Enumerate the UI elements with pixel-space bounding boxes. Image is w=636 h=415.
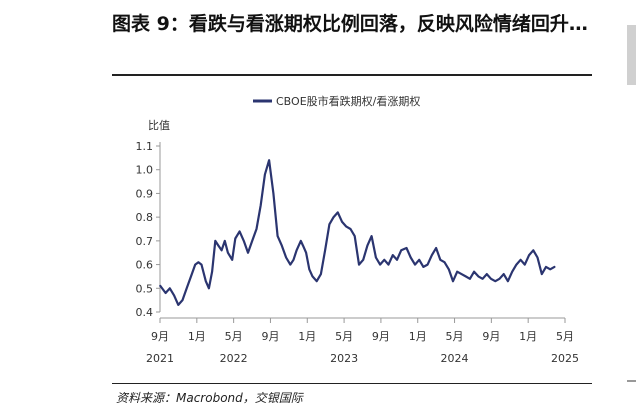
x-tick-year-label: 2022 [220,352,248,365]
x-tick-month-label: 5月 [335,330,353,343]
y-tick-label: 0.8 [136,211,154,224]
adjacent-panel-rule [627,380,636,382]
y-tick-label: 0.9 [136,187,154,200]
y-tick-label: 0.6 [136,259,154,272]
x-tick-month-label: 9月 [261,330,279,343]
title-rule [112,74,592,76]
x-axis: 9月 2021 1月 5月 2022 9月 1月 5月 2023 9月 1月 5月 2024 9月 1月 5月… [146,317,579,365]
y-tick-label: 0.5 [136,282,154,295]
x-tick-month-label: 9月 [482,330,500,343]
x-tick-month-label: 1月 [298,330,316,343]
x-tick-month-label: 5月 [556,330,574,343]
chart-legend: CBOE股市看跌期权/看涨期权 [253,94,420,108]
x-tick-year-label: 2021 [146,352,174,365]
x-tick-month-label: 5月 [225,330,243,343]
series-line [159,159,556,306]
y-axis-label: 比值 [148,119,170,132]
x-tick-year-label: 2025 [551,352,579,365]
y-axis: 0.4 0.5 0.6 0.7 0.8 0.9 1.0 1.1 [136,140,161,319]
x-tick-month-label: 1月 [188,330,206,343]
y-tick-label: 0.7 [136,235,154,248]
x-tick-month-label: 1月 [409,330,427,343]
x-tick-year-label: 2024 [441,352,469,365]
x-tick-year-label: 2023 [330,352,358,365]
source-rule [112,383,592,384]
figure-title: 图表 9：看跌与看涨期权比例回落，反映风险情绪回升… [112,13,588,35]
series-group [159,159,556,306]
y-tick-label: 1.0 [136,164,154,177]
y-tick-label: 1.1 [136,140,154,153]
x-tick-month-label: 1月 [519,330,537,343]
x-tick-month-label: 9月 [151,330,169,343]
x-tick-month-label: 5月 [446,330,464,343]
legend-label: CBOE股市看跌期权/看涨期权 [276,94,420,108]
adjacent-panel-edge [627,25,636,85]
y-tick-label: 0.4 [136,306,154,319]
source-note: 资料来源：Macrobond，交银国际 [116,391,303,405]
x-tick-month-label: 9月 [372,330,390,343]
